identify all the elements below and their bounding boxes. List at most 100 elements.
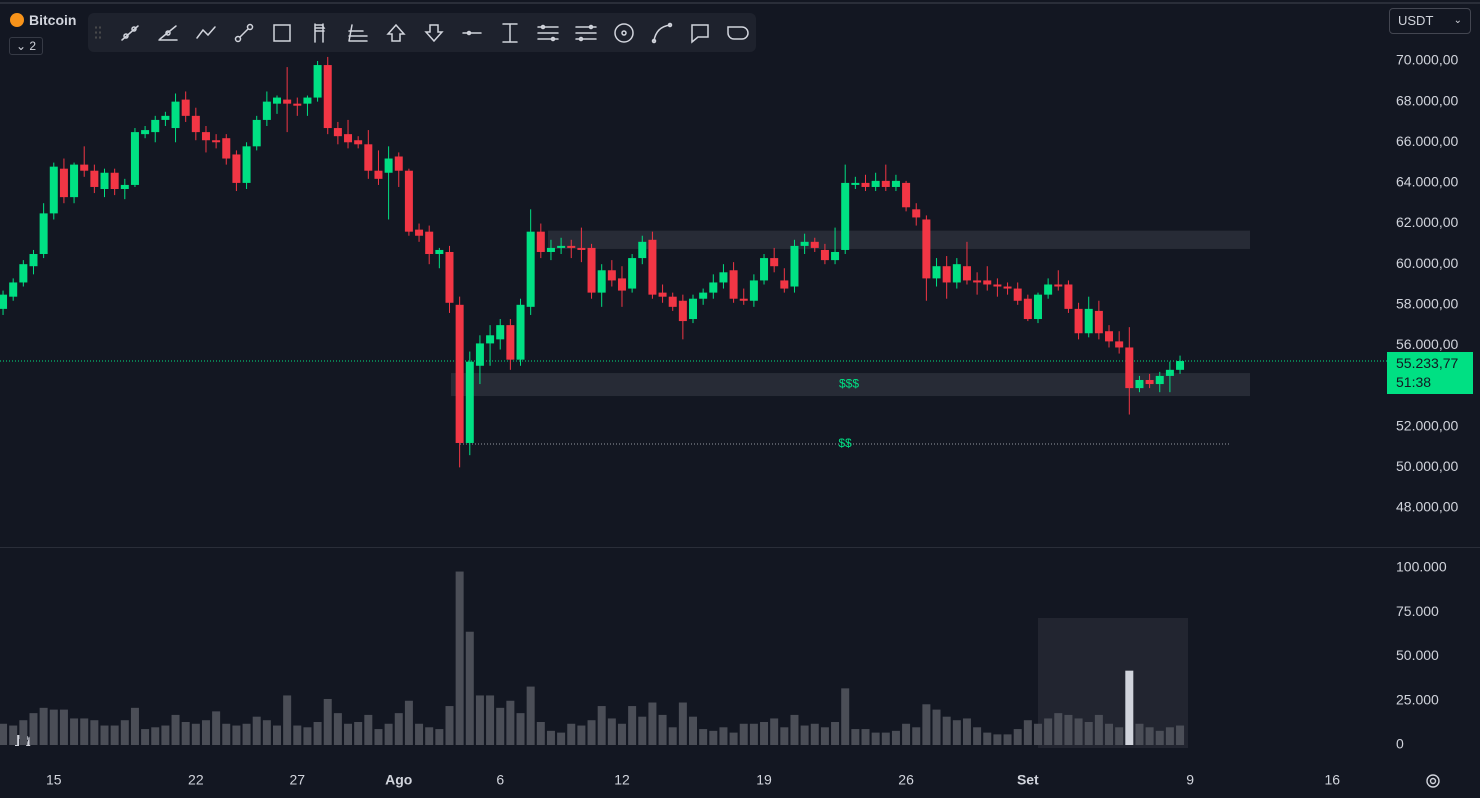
- volume-bar: [435, 729, 444, 745]
- candle-body: [1033, 294, 1042, 320]
- volume-bar: [232, 725, 241, 745]
- currency-select[interactable]: USDT ⌄: [1389, 8, 1471, 34]
- volume-bar: [141, 729, 150, 745]
- volume-bar: [486, 695, 495, 745]
- ray-tool[interactable]: [158, 25, 178, 41]
- volume-bar: [455, 571, 464, 745]
- candle-body: [749, 280, 758, 301]
- flag-tool[interactable]: [314, 23, 326, 43]
- candle-body: [557, 245, 566, 248]
- curve-tool[interactable]: [651, 22, 673, 44]
- volume-bar: [648, 702, 657, 745]
- volume-bar: [587, 720, 596, 745]
- volume-bar: [506, 700, 515, 745]
- volume-bar: [1023, 720, 1032, 745]
- candle-body: [80, 164, 89, 171]
- candle-body: [1176, 361, 1185, 370]
- arrow-up-tool[interactable]: [386, 23, 406, 42]
- grip[interactable]: [95, 26, 101, 39]
- volume-bar: [39, 707, 48, 745]
- candle-body: [770, 258, 779, 267]
- volume-bar: [689, 716, 698, 745]
- volume-bar: [567, 723, 576, 745]
- volume-bar: [577, 725, 586, 745]
- fib-tool[interactable]: [348, 24, 368, 42]
- candle-body: [689, 298, 698, 320]
- volume-bar: [770, 718, 779, 745]
- candle-body: [475, 343, 484, 366]
- countdown: 51:38: [1396, 374, 1432, 390]
- layout-toggle[interactable]: ⌄ 2: [9, 37, 44, 55]
- candle-body: [1125, 347, 1134, 389]
- callout-tool[interactable]: [691, 24, 709, 44]
- pitchfork-tool[interactable]: [575, 24, 597, 42]
- candle-body: [465, 361, 474, 443]
- note-tool[interactable]: [727, 26, 749, 40]
- trend-line-tool[interactable]: [121, 25, 139, 41]
- y-tick-label: 58.000,00: [1396, 296, 1458, 312]
- candle-body: [242, 146, 251, 183]
- volume-bar: [151, 727, 160, 745]
- volume-tick-label: 50.000: [1396, 647, 1439, 663]
- symbol-title[interactable]: Bitcoin: [10, 12, 76, 28]
- volume-bar: [1176, 725, 1185, 745]
- volume-bar: [1013, 729, 1022, 745]
- candle-body: [232, 154, 241, 183]
- x-tick-label: 27: [290, 772, 306, 788]
- candle-body: [983, 280, 992, 285]
- volume-bar: [790, 714, 799, 745]
- volume-bar: [719, 727, 728, 745]
- candle-body: [1013, 288, 1022, 301]
- volume-bar: [1033, 723, 1042, 745]
- volume-bar: [1064, 714, 1073, 745]
- volume-bar: [1115, 727, 1124, 745]
- candle-body: [212, 140, 221, 143]
- rectangle-tool[interactable]: [273, 24, 291, 42]
- volume-bar: [800, 725, 809, 745]
- circle-tool[interactable]: [614, 23, 634, 43]
- volume-bar: [496, 707, 505, 745]
- x-tick-label: Ago: [385, 772, 412, 788]
- candle-body: [90, 170, 99, 187]
- volume-bar: [1074, 718, 1083, 745]
- candle-body: [739, 298, 748, 301]
- candle-body: [831, 251, 840, 261]
- candle-body: [293, 103, 302, 106]
- candle-body: [699, 292, 708, 299]
- segment-tool[interactable]: [234, 23, 254, 43]
- volume-bar: [820, 727, 829, 745]
- last-price-label: 55.233,77: [1396, 355, 1459, 371]
- volume-bar: [617, 723, 626, 745]
- x-tick-label: 6: [496, 772, 504, 788]
- candle-body: [942, 266, 951, 283]
- candle-body: [1135, 379, 1144, 389]
- candle-body: [222, 138, 231, 159]
- candle-body: [628, 258, 637, 289]
- candle-body: [9, 282, 18, 297]
- candle-body: [29, 254, 38, 267]
- candle-body: [1155, 375, 1164, 385]
- candle-body: [262, 101, 271, 120]
- volume-bar: [516, 713, 525, 745]
- volume-bar: [384, 723, 393, 745]
- path-tool[interactable]: [196, 26, 216, 39]
- volume-bar: [881, 732, 890, 745]
- y-tick-label: 50.000,00: [1396, 458, 1458, 474]
- settings-icon[interactable]: [1426, 774, 1440, 788]
- volume-bar: [1094, 714, 1103, 745]
- horizontal-line-tool[interactable]: [462, 30, 482, 36]
- arrow-down-tool[interactable]: [424, 24, 444, 43]
- y-tick-label: 64.000,00: [1396, 174, 1458, 190]
- volume-bar: [841, 688, 850, 745]
- candle-body: [871, 180, 880, 187]
- candle-body: [851, 182, 860, 185]
- volume-bar: [100, 725, 109, 745]
- parallel-channel-tool[interactable]: [537, 24, 559, 42]
- x-tick-label: 19: [756, 772, 772, 788]
- price-zone: [548, 230, 1250, 249]
- volume-bar: [201, 720, 210, 745]
- volume-bar: [729, 732, 738, 745]
- vertical-range-tool[interactable]: [502, 23, 518, 43]
